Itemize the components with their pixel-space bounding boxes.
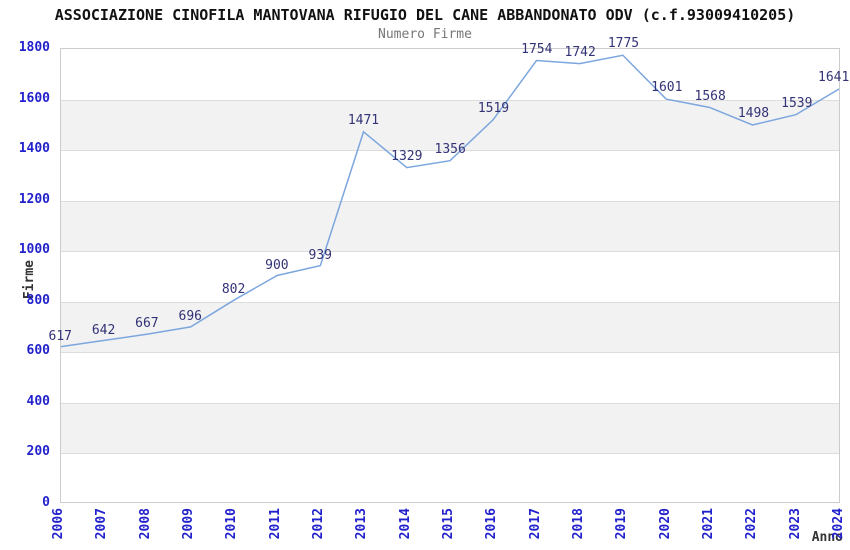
y-tick-label: 1800 xyxy=(18,40,50,55)
data-point-label: 1498 xyxy=(737,106,770,122)
data-point-label: 1775 xyxy=(607,36,640,52)
x-tick-label: 2015 xyxy=(441,508,456,540)
x-tick-label: 2006 xyxy=(51,508,66,540)
y-tick-label: 1200 xyxy=(18,191,50,207)
data-point-label: 1568 xyxy=(694,88,726,104)
grid-line xyxy=(61,403,839,404)
x-axis-title: Anno xyxy=(811,530,843,545)
data-point-label: 1471 xyxy=(347,113,380,129)
y-tick-label: 400 xyxy=(26,393,50,409)
y-tick-label: 1600 xyxy=(18,90,50,106)
x-tick-label: 2016 xyxy=(484,508,500,540)
data-point-label: 939 xyxy=(308,247,332,263)
y-tick-label: 600 xyxy=(26,343,50,359)
x-tick-label: 2010 xyxy=(224,508,240,540)
plot-area xyxy=(60,48,840,503)
x-tick-label: 2013 xyxy=(354,508,370,540)
grid-line xyxy=(61,150,839,151)
data-point-label: 642 xyxy=(91,322,116,338)
x-tick-label: 2011 xyxy=(267,508,283,540)
x-tick-label: 2024 xyxy=(831,508,846,540)
y-tick-label: 1000 xyxy=(18,242,50,258)
x-tick-label: 2020 xyxy=(657,508,673,540)
y-tick-label: 200 xyxy=(26,444,50,460)
data-point-label: 696 xyxy=(178,309,202,325)
x-tick-label: 2012 xyxy=(311,508,326,540)
grid-line xyxy=(61,352,839,353)
grid-band xyxy=(61,200,839,252)
x-tick-label: 2018 xyxy=(571,508,586,540)
data-point-label: 1641 xyxy=(818,70,850,86)
data-point-label: 1519 xyxy=(477,101,510,117)
chart-subtitle: Numero Firme xyxy=(378,27,472,42)
data-point-label: 1329 xyxy=(391,149,423,165)
grid-line xyxy=(61,201,839,202)
y-tick-label: 1400 xyxy=(18,141,50,157)
grid-line xyxy=(61,251,839,252)
x-tick-label: 2008 xyxy=(137,508,153,540)
x-tick-label: 2007 xyxy=(94,508,110,540)
data-point-label: 802 xyxy=(221,282,246,298)
x-tick-label: 2021 xyxy=(701,508,716,540)
data-point-label: 1356 xyxy=(434,142,466,158)
grid-line xyxy=(61,100,839,101)
x-tick-label: 2023 xyxy=(787,508,803,540)
grid-band xyxy=(61,402,839,454)
chart-title: ASSOCIAZIONE CINOFILA MANTOVANA RIFUGIO … xyxy=(54,6,796,24)
data-line xyxy=(61,54,839,348)
line-series xyxy=(61,54,839,348)
x-tick-label: 2019 xyxy=(614,508,630,540)
grid-line xyxy=(61,453,839,454)
data-point-label: 1539 xyxy=(781,95,813,111)
data-point-label: 617 xyxy=(48,329,72,345)
y-tick-label: 0 xyxy=(42,495,50,510)
data-point-label: 1742 xyxy=(564,44,596,60)
data-point-label: 667 xyxy=(135,316,159,332)
x-tick-label: 2009 xyxy=(181,508,196,540)
data-point-label: 1601 xyxy=(651,80,683,96)
x-tick-label: 2022 xyxy=(744,508,760,540)
x-tick-label: 2014 xyxy=(397,508,413,540)
y-tick-label: 800 xyxy=(26,292,50,308)
grid-line xyxy=(61,302,839,303)
data-point-label: 900 xyxy=(265,257,289,273)
data-point-label: 1754 xyxy=(521,41,553,57)
x-tick-label: 2017 xyxy=(527,508,543,540)
